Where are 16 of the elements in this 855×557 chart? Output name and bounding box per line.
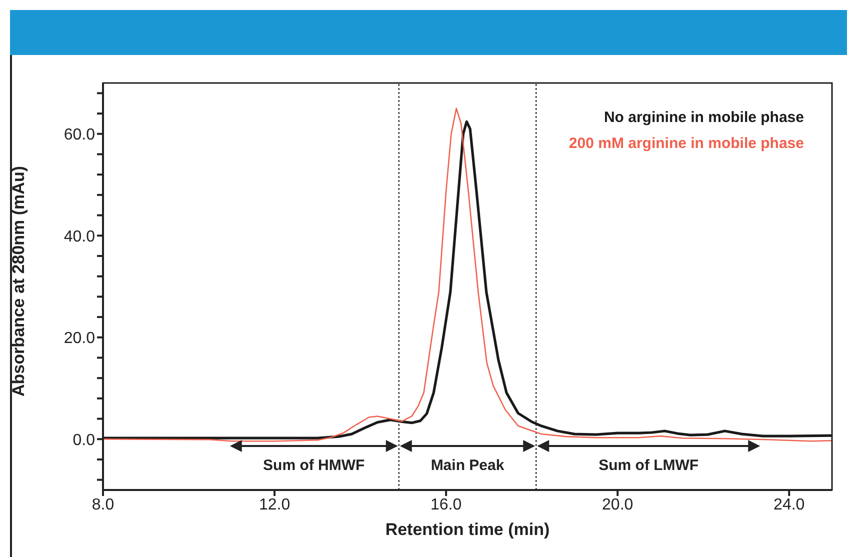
y-tick-label: 40.0 — [64, 228, 96, 246]
text: No arginine in mobile phase — [602, 108, 804, 128]
x-tick-label: 12.0 — [258, 496, 290, 514]
annotation: Main Peak — [430, 456, 505, 474]
x-axis-title: Retention time (min) — [385, 520, 550, 539]
y-axis-title: Absorbance at 280nm (mAu) — [9, 166, 28, 396]
x-tick-label: 20.0 — [602, 496, 634, 514]
x-tick-label: 24.0 — [774, 496, 805, 514]
x-tick-label: 8.0 — [92, 496, 114, 514]
annotation: Sum of HMWF — [263, 456, 365, 474]
y-tick-label: 60.0 — [64, 126, 96, 144]
y-tick-label: 0.0 — [72, 432, 96, 449]
x-tick-label: 16.0 — [430, 496, 462, 514]
annotation: Sum of LMWF — [598, 456, 699, 474]
y-tick-label: 20.0 — [64, 330, 96, 348]
text: 200 mM arginine in mobile phase — [568, 134, 804, 154]
